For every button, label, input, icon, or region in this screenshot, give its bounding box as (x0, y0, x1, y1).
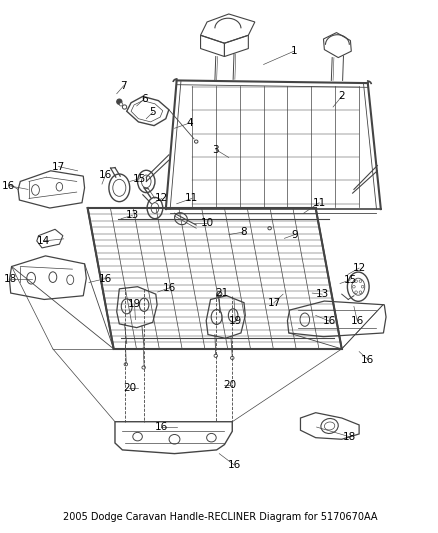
Text: 6: 6 (141, 94, 148, 104)
Text: 12: 12 (155, 193, 169, 204)
Ellipse shape (117, 99, 122, 104)
Text: 4: 4 (187, 118, 193, 128)
Text: 10: 10 (201, 218, 214, 228)
Text: 8: 8 (241, 227, 247, 237)
Text: 2005 Dodge Caravan Handle-RECLINER Diagram for 5170670AA: 2005 Dodge Caravan Handle-RECLINER Diagr… (63, 512, 378, 522)
Text: 20: 20 (123, 383, 136, 393)
Text: 20: 20 (223, 379, 236, 390)
Text: 16: 16 (227, 460, 240, 470)
Text: 15: 15 (133, 174, 146, 184)
Text: 12: 12 (353, 263, 366, 273)
Text: 16: 16 (361, 354, 374, 365)
Text: 3: 3 (212, 144, 219, 155)
Text: 13: 13 (126, 211, 139, 221)
Text: 21: 21 (215, 288, 228, 298)
Text: 11: 11 (185, 193, 198, 204)
Text: 16: 16 (99, 170, 112, 180)
Text: 17: 17 (267, 297, 281, 308)
Text: 15: 15 (344, 275, 357, 285)
Text: 5: 5 (149, 107, 156, 117)
Text: 11: 11 (313, 198, 326, 208)
Text: 16: 16 (155, 422, 168, 432)
Text: 19: 19 (128, 298, 141, 309)
Text: 14: 14 (37, 236, 50, 246)
Text: 16: 16 (2, 181, 15, 191)
Text: 17: 17 (52, 161, 65, 172)
Text: 18: 18 (4, 274, 18, 284)
Text: 7: 7 (120, 81, 127, 91)
Ellipse shape (119, 103, 123, 106)
Text: 16: 16 (99, 274, 112, 284)
Text: 1: 1 (291, 46, 297, 56)
Text: 13: 13 (315, 289, 329, 299)
Text: 19: 19 (229, 316, 242, 326)
Text: 16: 16 (163, 283, 177, 293)
Text: 2: 2 (339, 91, 345, 101)
Text: 16: 16 (351, 316, 364, 326)
Text: 9: 9 (292, 230, 298, 240)
Text: 16: 16 (323, 316, 336, 326)
Text: 18: 18 (343, 432, 356, 442)
